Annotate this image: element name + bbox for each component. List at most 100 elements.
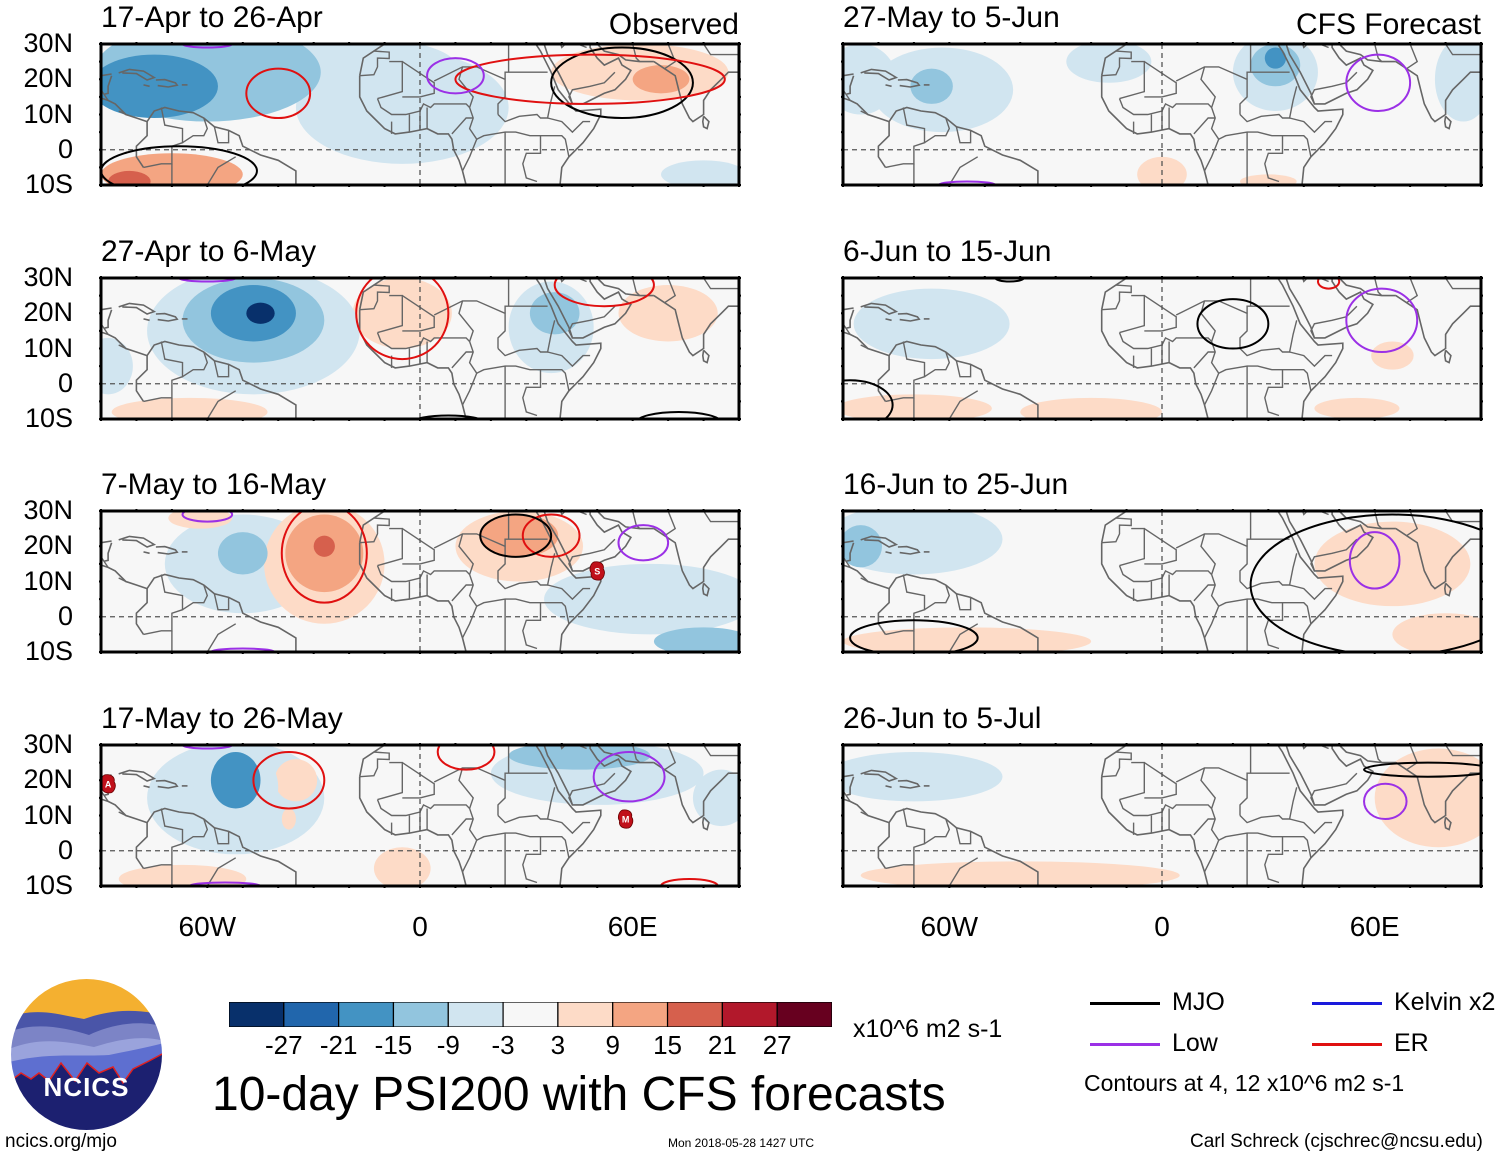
coastline: [155, 312, 179, 322]
country-border: [1289, 584, 1333, 601]
colorbar-swatches: [228, 1001, 833, 1028]
country-border: [924, 117, 951, 144]
contour-low: [188, 881, 262, 886]
coastline: [885, 551, 892, 555]
contour-mjo: [1196, 298, 1270, 350]
latitude-tick-label: 30N: [23, 28, 73, 58]
panel-period-title: 27-May to 5-Jun: [843, 1, 1060, 34]
coastline: [846, 776, 855, 796]
contour-low: [1348, 531, 1401, 590]
contour-low: [177, 278, 237, 283]
country-border: [101, 556, 109, 568]
negative-anomaly-region: [910, 68, 953, 104]
country-border: [1445, 511, 1481, 523]
country-border: [376, 565, 471, 583]
country-border: [540, 601, 570, 624]
country-border: [885, 574, 926, 636]
psi200-map: [99, 42, 741, 187]
country-border: [504, 71, 548, 80]
latitude-tick-label: 20N: [23, 530, 73, 561]
coastline: [118, 302, 157, 315]
positive-anomaly-region: [1392, 613, 1481, 652]
coastline: [104, 75, 113, 95]
country-border: [843, 556, 851, 568]
contour-er: [454, 53, 726, 105]
colorbar-swatch: [283, 1001, 340, 1028]
country-border: [182, 351, 209, 378]
country-border: [461, 138, 478, 172]
country-border: [1118, 799, 1213, 817]
country-border: [1246, 305, 1290, 314]
contour-low: [617, 524, 670, 562]
coastline: [843, 564, 890, 590]
coastline: [843, 307, 854, 311]
negative-anomaly-region: [843, 525, 882, 568]
legend-line-er: [1312, 1043, 1382, 1046]
country-border: [1203, 138, 1220, 172]
country-border: [924, 584, 951, 611]
longitude-tick-label: 60E: [607, 911, 658, 942]
country-border: [1282, 368, 1312, 391]
contour-mjo: [1249, 513, 1481, 652]
site-link[interactable]: ncics.org/mjo: [5, 1131, 117, 1152]
coastline: [143, 551, 150, 555]
coastline: [118, 68, 157, 81]
country-border: [1119, 60, 1145, 100]
country-border: [955, 126, 972, 144]
country-border: [522, 836, 542, 884]
coastline: [104, 542, 113, 562]
coastline: [701, 349, 710, 364]
country-border: [377, 527, 403, 567]
tropical-cyclone-icon: A: [101, 774, 116, 794]
negative-anomaly-region: [210, 752, 261, 809]
longitude-tick-label: 60E: [1349, 911, 1400, 942]
coastline: [101, 564, 148, 590]
coastline: [877, 340, 1039, 419]
country-border: [948, 623, 979, 652]
country-border: [955, 593, 972, 611]
country-border: [213, 360, 230, 378]
negative-anomaly-region: [101, 337, 133, 395]
coastline: [1285, 44, 1374, 105]
country-border: [377, 60, 403, 100]
psi200-map: [841, 42, 1483, 187]
country-border: [843, 89, 851, 101]
country-border: [118, 577, 127, 583]
country-border: [376, 799, 471, 817]
coastline: [135, 573, 297, 652]
country-border: [376, 98, 471, 116]
country-border: [451, 351, 474, 369]
coastline: [1285, 745, 1374, 806]
colorbar-swatch: [557, 1001, 614, 1028]
legend-label: Low: [1172, 1029, 1218, 1057]
coastline: [118, 769, 157, 782]
country-border: [924, 818, 951, 845]
psi200-map: [99, 276, 741, 421]
latitude-tick-label: 0: [57, 600, 73, 631]
coastline: [143, 785, 150, 789]
coastline: [843, 540, 854, 544]
coastline: [104, 309, 113, 329]
country-border: [1264, 836, 1284, 884]
coastline: [653, 761, 739, 824]
country-border: [1119, 294, 1145, 334]
coastline: [358, 745, 386, 777]
colorbar-tick-label: 3: [550, 1030, 566, 1060]
coastline: [1395, 527, 1481, 590]
coastline: [843, 73, 854, 77]
positive-anomaly-region: [313, 535, 335, 557]
country-border: [1118, 98, 1213, 116]
coastline: [897, 78, 921, 88]
longitude-tick-label: 0: [412, 911, 428, 942]
contour-low: [1363, 782, 1408, 821]
coastline: [877, 106, 1039, 185]
country-border: [458, 300, 541, 375]
coastline: [1332, 511, 1396, 530]
colorbar-tick-label: 27: [762, 1030, 792, 1060]
country-border: [1246, 772, 1290, 781]
coastline: [860, 769, 899, 782]
legend-line-low: [1090, 1043, 1160, 1046]
country-border: [703, 511, 739, 523]
country-border: [843, 790, 851, 802]
coastline: [1285, 278, 1374, 339]
